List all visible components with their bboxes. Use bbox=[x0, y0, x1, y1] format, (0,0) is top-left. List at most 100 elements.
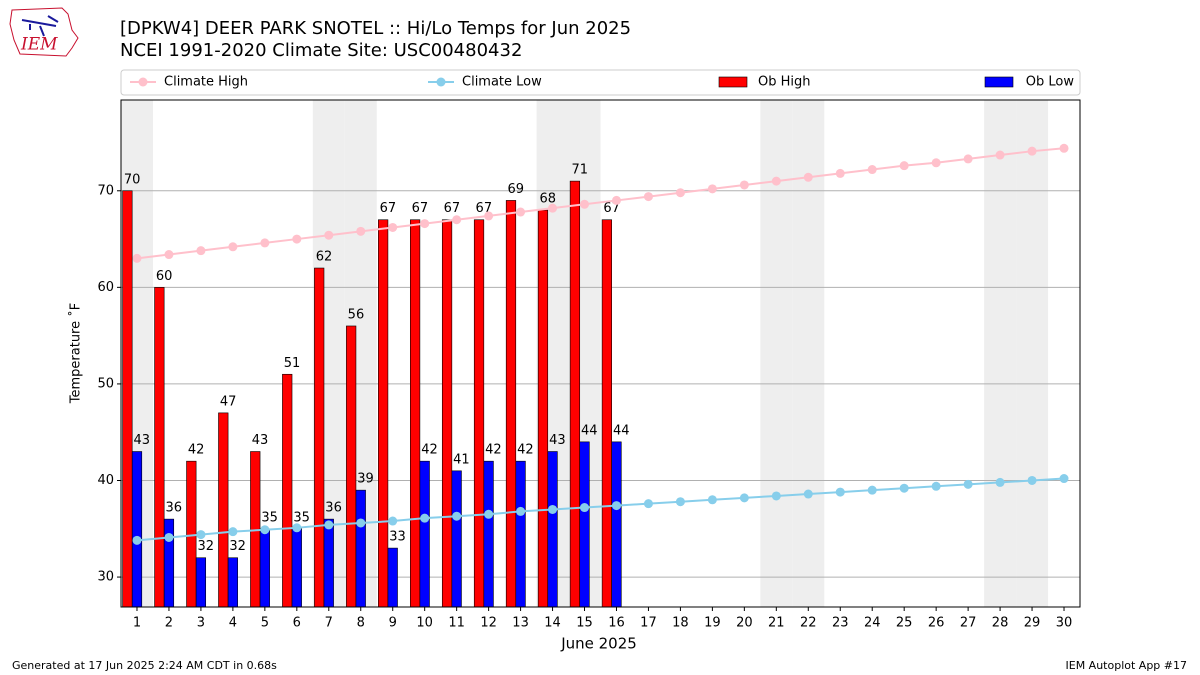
bar bbox=[441, 219, 453, 608]
marker bbox=[452, 215, 462, 225]
marker bbox=[963, 154, 973, 164]
marker bbox=[931, 481, 941, 491]
bar bbox=[611, 441, 622, 608]
x-tick-label: 11 bbox=[448, 616, 465, 631]
weekend-shade bbox=[792, 100, 825, 607]
marker bbox=[164, 532, 174, 542]
bar bbox=[323, 518, 334, 608]
x-tick-label: 9 bbox=[389, 616, 397, 631]
weekend-shade bbox=[760, 100, 793, 607]
marker bbox=[324, 520, 334, 530]
data-label: 69 bbox=[508, 182, 525, 197]
marker bbox=[707, 495, 717, 505]
x-tick-label: 13 bbox=[512, 616, 529, 631]
bar bbox=[259, 528, 270, 608]
marker bbox=[292, 234, 302, 244]
bar bbox=[387, 547, 398, 608]
marker bbox=[292, 523, 302, 533]
marker bbox=[260, 238, 270, 248]
marker bbox=[1059, 143, 1069, 153]
marker bbox=[388, 516, 398, 526]
marker bbox=[867, 485, 877, 495]
x-tick-label: 5 bbox=[261, 616, 269, 631]
x-tick-label: 26 bbox=[928, 616, 945, 631]
footer-left: Generated at 17 Jun 2025 2:24 AM CDT in … bbox=[12, 659, 277, 672]
x-tick-label: 25 bbox=[896, 616, 913, 631]
data-label: 43 bbox=[134, 433, 151, 448]
data-label: 35 bbox=[293, 510, 310, 525]
bar bbox=[291, 528, 302, 608]
y-tick-label: 30 bbox=[97, 570, 114, 585]
marker bbox=[899, 483, 909, 493]
x-tick-label: 27 bbox=[960, 616, 977, 631]
marker bbox=[452, 511, 462, 521]
bar bbox=[515, 460, 526, 608]
marker bbox=[739, 180, 749, 190]
data-label: 43 bbox=[549, 433, 566, 448]
data-label: 62 bbox=[316, 250, 333, 265]
legend-marker bbox=[436, 77, 446, 87]
data-label: 35 bbox=[261, 510, 278, 525]
data-label: 39 bbox=[357, 472, 374, 487]
data-label: 33 bbox=[389, 530, 406, 545]
legend-swatch bbox=[984, 76, 1014, 88]
data-label: 41 bbox=[453, 452, 470, 467]
bar bbox=[282, 373, 293, 608]
legend-marker bbox=[138, 77, 148, 87]
y-tick-label: 70 bbox=[97, 183, 114, 198]
marker bbox=[580, 503, 590, 513]
data-label: 67 bbox=[444, 201, 461, 216]
marker bbox=[484, 509, 494, 519]
marker bbox=[803, 172, 813, 182]
logo-outline bbox=[9, 7, 79, 57]
marker bbox=[835, 168, 845, 178]
y-tick-label: 60 bbox=[97, 280, 114, 295]
legend-label: Ob Low bbox=[1026, 75, 1075, 90]
logo-icon bbox=[21, 15, 59, 37]
x-tick-label: 2 bbox=[165, 616, 173, 631]
data-label: 67 bbox=[380, 201, 397, 216]
marker bbox=[196, 246, 206, 256]
data-label: 42 bbox=[421, 443, 438, 458]
marker bbox=[484, 211, 494, 221]
bar bbox=[227, 557, 238, 608]
marker bbox=[548, 203, 558, 213]
logo-text: IEM bbox=[20, 35, 58, 55]
x-axis-label: June 2025 bbox=[560, 635, 637, 653]
marker bbox=[516, 506, 526, 516]
marker bbox=[516, 207, 526, 217]
data-label: 68 bbox=[539, 192, 556, 207]
chart-title: [DPKW4] DEER PARK SNOTEL :: Hi/Lo Temps … bbox=[120, 18, 631, 39]
data-label: 67 bbox=[412, 201, 429, 216]
marker bbox=[675, 188, 685, 198]
marker bbox=[420, 219, 430, 229]
bar bbox=[378, 219, 389, 608]
weekend-shade bbox=[1016, 100, 1049, 607]
x-tick-label: 7 bbox=[325, 616, 333, 631]
data-label: 32 bbox=[197, 539, 214, 554]
x-tick-label: 17 bbox=[640, 616, 657, 631]
line bbox=[136, 477, 1065, 542]
data-label: 67 bbox=[603, 201, 620, 216]
marker bbox=[1027, 146, 1037, 156]
x-tick-label: 23 bbox=[832, 616, 849, 631]
data-label: 36 bbox=[165, 501, 182, 516]
data-label: 32 bbox=[229, 539, 246, 554]
marker bbox=[132, 253, 142, 263]
bar bbox=[314, 267, 325, 608]
marker bbox=[963, 479, 973, 489]
marker bbox=[867, 165, 877, 175]
bar bbox=[409, 219, 421, 608]
marker bbox=[356, 226, 366, 236]
marker bbox=[228, 527, 238, 537]
data-label: 60 bbox=[156, 269, 173, 284]
marker bbox=[931, 158, 941, 168]
legend-label: Climate Low bbox=[462, 75, 542, 90]
marker bbox=[643, 499, 653, 509]
x-tick-label: 10 bbox=[416, 616, 433, 631]
x-tick-label: 6 bbox=[293, 616, 301, 631]
bar bbox=[346, 325, 357, 608]
bar bbox=[601, 219, 612, 608]
marker bbox=[707, 184, 717, 194]
